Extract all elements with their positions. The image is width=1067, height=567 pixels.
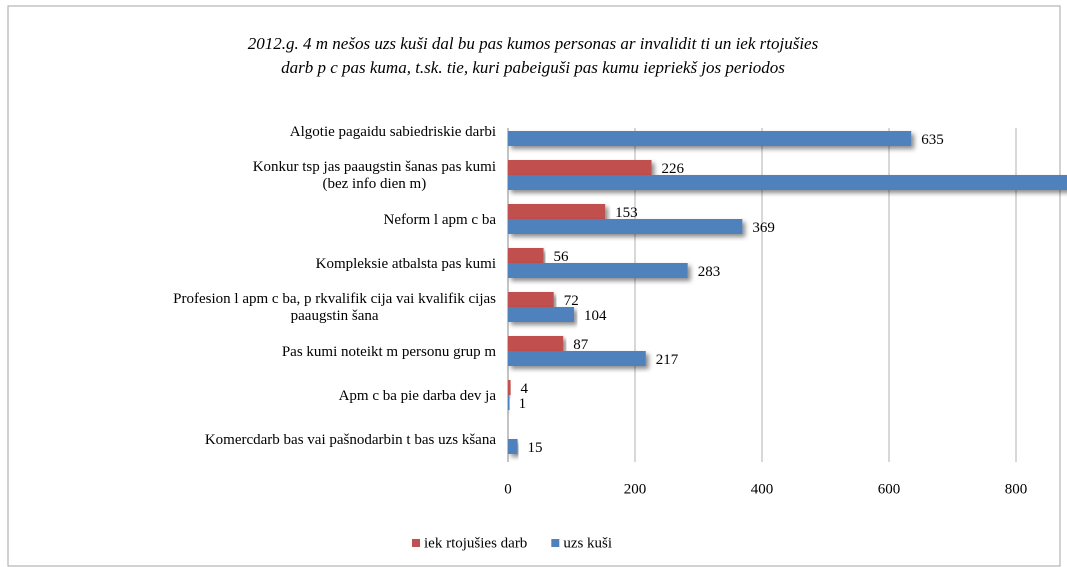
y-tick-label: Neform l apm c ba	[383, 211, 496, 228]
bar	[508, 439, 518, 454]
bar	[508, 380, 511, 395]
chart-title: 2012.g. 4 m nešos uzs kuši dal bu pas ku…	[248, 34, 819, 53]
bar	[508, 292, 554, 307]
data-label: 226	[662, 161, 685, 177]
data-label: 72	[564, 293, 579, 309]
y-tick-label-box: Komercdarb bas vai pašnodarbin t bas uzs…	[204, 431, 496, 448]
y-tick-label-box: Konkur tsp jas paaugstin šanas pas kumi …	[252, 159, 496, 192]
data-label: 56	[554, 249, 570, 265]
chart-border	[7, 5, 1061, 567]
chart-title: darb p c pas kuma, t.sk. tie, kuri pabei…	[281, 58, 785, 77]
data-label: 217	[656, 352, 679, 368]
y-tick-label: Apm c ba pie darba dev ja	[338, 387, 496, 404]
y-tick-label-box: Profesion l apm c ba, p rkvalifik cija v…	[173, 291, 496, 324]
bar	[508, 351, 646, 366]
data-label: 104	[584, 308, 607, 324]
bar	[508, 204, 606, 219]
bar	[508, 131, 912, 146]
y-tick-label: Algotie pagaidu sabiedriskie darbi	[289, 123, 496, 140]
data-label: 4	[521, 381, 529, 397]
y-tick-label-box: Apm c ba pie darba dev ja	[338, 387, 496, 404]
x-tick-label: 0	[504, 481, 512, 497]
data-label: 283	[698, 264, 721, 280]
x-tick-label: 400	[751, 481, 774, 497]
y-tick-label-box: Kompleksie atbalsta pas kumi	[315, 255, 496, 272]
x-tick-label: 800	[1005, 481, 1028, 497]
y-tick-label-box: Pas kumi noteikt m personu grup m	[281, 343, 496, 360]
y-tick-label-box: Algotie pagaidu sabiedriskie darbi	[289, 123, 496, 140]
y-tick-label-box: Neform l apm c ba	[383, 211, 496, 228]
y-tick-label: Komercdarb bas vai pašnodarbin t bas uzs…	[204, 431, 496, 448]
bar	[508, 263, 688, 278]
bar	[508, 395, 510, 410]
bar	[508, 160, 652, 175]
data-label: 15	[528, 440, 543, 456]
legend-swatch	[551, 539, 560, 547]
y-tick-label: Kompleksie atbalsta pas kumi	[315, 255, 496, 272]
legend-label: uzs kuši	[563, 535, 612, 551]
bar	[508, 336, 564, 351]
bar	[508, 307, 575, 322]
data-label: 635	[921, 132, 944, 148]
data-label: 153	[615, 205, 638, 221]
x-tick-label: 200	[624, 481, 647, 497]
data-label: 369	[752, 220, 775, 236]
y-tick-label: Pas kumi noteikt m personu grup m	[281, 343, 496, 360]
bar	[508, 219, 743, 234]
legend-label: iek rtojušies darb	[424, 535, 527, 551]
legend-swatch	[412, 539, 420, 547]
x-tick-label: 600	[878, 481, 901, 497]
data-label: 1	[519, 396, 527, 412]
y-tick-label: Profesion l apm c ba, p rkvalifik cija v…	[173, 291, 496, 324]
y-tick-label: Konkur tsp jas paaugstin šanas pas kumi …	[252, 159, 496, 192]
bar	[508, 175, 1067, 190]
data-label: 87	[573, 337, 589, 353]
bar	[508, 248, 544, 263]
